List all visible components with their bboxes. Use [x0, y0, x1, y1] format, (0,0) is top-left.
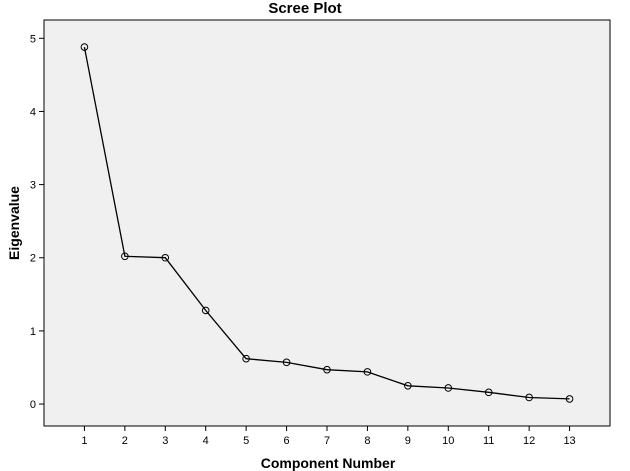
- y-tick-label: 5: [30, 33, 36, 45]
- x-tick-label: 8: [364, 435, 370, 447]
- x-tick-label: 5: [243, 435, 249, 447]
- eigenvalue-line: [83, 46, 570, 400]
- x-tick-label: 12: [523, 435, 535, 447]
- x-axis-label: Component Number: [261, 455, 396, 471]
- eigenvalue-point: [565, 395, 574, 403]
- chart-title: Scree Plot: [268, 0, 341, 17]
- y-tick-label: 1: [30, 326, 36, 338]
- x-tick-label: 4: [203, 435, 209, 447]
- x-axis: 1 2 3 4 5 6 7 8 9 10 11 12 13: [81, 426, 576, 447]
- eigenvalue-point: [161, 253, 170, 262]
- eigenvalue-point: [282, 358, 291, 367]
- eigenvalue-point: [201, 306, 210, 315]
- x-tick-label: 3: [162, 435, 168, 447]
- eigenvalue-point: [404, 381, 412, 390]
- x-tick-label: 9: [405, 435, 411, 447]
- x-tick-label: 10: [442, 435, 454, 447]
- y-axis: 0 1 2 3 4 5: [30, 33, 44, 411]
- x-tick-label: 7: [324, 435, 330, 447]
- eigenvalue-point: [444, 384, 453, 392]
- eigenvalue-point: [80, 43, 89, 51]
- y-tick-label: 4: [30, 106, 36, 118]
- y-axis-label: Eigenvalue: [6, 186, 22, 260]
- x-tick-label: 2: [122, 435, 128, 447]
- x-tick-label: 1: [81, 435, 87, 447]
- eigenvalue-point: [242, 354, 250, 363]
- eigenvalue-point: [121, 252, 129, 261]
- eigenvalue-point: [525, 393, 533, 402]
- eigenvalue-point: [484, 388, 493, 397]
- x-tick-label: 13: [563, 435, 575, 447]
- eigenvalue-point: [323, 365, 331, 374]
- y-tick-label: 3: [30, 180, 36, 192]
- y-tick-label: 0: [30, 399, 36, 411]
- eigenvalue-point: [363, 368, 372, 376]
- plot-area: [43, 19, 611, 427]
- x-tick-label: 6: [284, 435, 290, 447]
- eigenvalue-series: [80, 43, 574, 403]
- x-tick-label: 11: [483, 435, 494, 447]
- y-tick-label: 2: [30, 253, 36, 265]
